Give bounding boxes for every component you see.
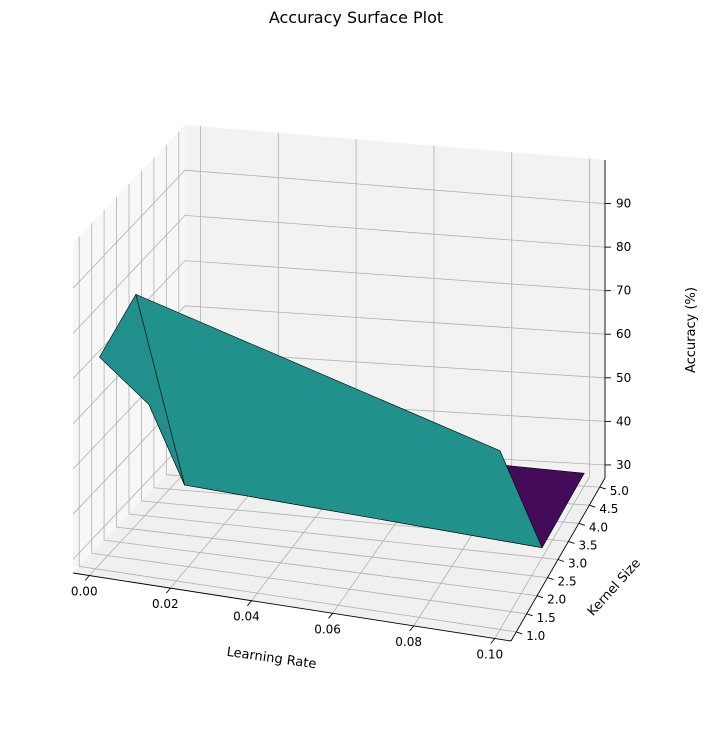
z-tick-label: 30 bbox=[616, 458, 631, 472]
y-tick-label: 3.0 bbox=[568, 557, 587, 571]
z-tick-label: 70 bbox=[616, 284, 631, 298]
y-tick-mark bbox=[547, 577, 554, 581]
z-axis-label: Accuracy (%) bbox=[684, 287, 699, 373]
y-tick-mark bbox=[589, 504, 596, 508]
y-tick-label: 3.5 bbox=[578, 538, 597, 552]
y-tick-label: 2.0 bbox=[547, 593, 566, 607]
y-gridline bbox=[140, 170, 569, 542]
y-gridline bbox=[78, 236, 517, 633]
surface bbox=[99, 293, 585, 549]
x-tick-mark bbox=[490, 638, 496, 644]
y-axis-label: Kernel Size bbox=[585, 556, 644, 619]
y-tick-mark bbox=[568, 540, 575, 544]
y-tick-label: 5.0 bbox=[610, 484, 629, 498]
y-tick-mark bbox=[599, 486, 606, 490]
x-axis-label: Learning Rate bbox=[226, 645, 318, 672]
y-tick-label: 4.5 bbox=[599, 502, 618, 516]
y-tick-mark bbox=[557, 559, 565, 562]
z-tick-label: 50 bbox=[616, 371, 631, 385]
y-tick-label: 1.0 bbox=[526, 629, 545, 643]
x-tick-mark bbox=[84, 575, 90, 581]
x-tick-mark bbox=[328, 613, 333, 619]
surface-facet bbox=[135, 293, 543, 549]
z-gridline bbox=[72, 214, 606, 334]
x-tick-label: 0.02 bbox=[152, 597, 179, 611]
x-tick-label: 0.00 bbox=[71, 585, 98, 599]
x-tick-mark bbox=[409, 625, 415, 632]
z-tick-label: 80 bbox=[616, 240, 631, 254]
y-gridline bbox=[116, 197, 548, 578]
x-tick-label: 0.04 bbox=[233, 610, 260, 624]
y-tick-mark bbox=[526, 613, 533, 617]
y-tick-label: 1.5 bbox=[537, 611, 556, 625]
z-gridline bbox=[72, 305, 606, 425]
z-gridline bbox=[72, 169, 606, 289]
y-gridline bbox=[91, 223, 527, 615]
x-tick-label: 0.06 bbox=[314, 622, 341, 636]
y-tick-mark bbox=[536, 595, 544, 599]
y-tick-label: 4.0 bbox=[589, 520, 608, 534]
x-axis-line bbox=[72, 572, 512, 642]
z-tick-label: 60 bbox=[616, 327, 631, 341]
y-gridline bbox=[128, 184, 559, 560]
z-tick-label: 40 bbox=[616, 414, 631, 428]
z-tick-label: 90 bbox=[616, 197, 631, 211]
y-gridline bbox=[103, 210, 538, 597]
y-tick-label: 2.5 bbox=[558, 575, 577, 589]
x-tick-label: 0.10 bbox=[476, 647, 503, 661]
y-tick-mark bbox=[578, 522, 586, 526]
chart-title: Accuracy Surface Plot bbox=[269, 8, 443, 27]
x-tick-mark bbox=[247, 600, 252, 606]
x-tick-label: 0.08 bbox=[395, 635, 422, 649]
y-tick-mark bbox=[516, 631, 523, 635]
axes: 0.00 0.02 0.04 0.06 0.08 0.10 1.0 1.5 2.0 2.5 3.0 3… bbox=[71, 160, 631, 661]
x-tick-mark bbox=[165, 587, 171, 594]
x-gridline bbox=[494, 158, 590, 639]
